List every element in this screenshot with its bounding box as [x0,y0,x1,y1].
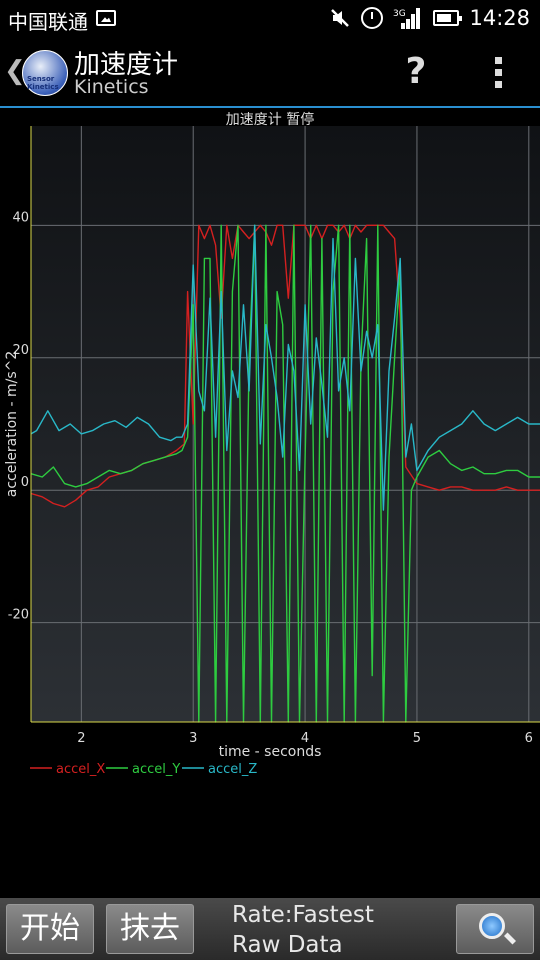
series-line-accel_Z [30,224,540,511]
action-bar-divider [0,106,540,108]
page-subtitle: Kinetics [74,76,149,98]
zoom-button[interactable] [456,904,534,954]
page-title: 加速度计 [74,50,179,80]
y-tick-label: -20 [8,608,29,623]
y-tick-label: 20 [12,343,29,358]
series-line-accel_Y [30,224,540,723]
y-tick-label: 0 [21,475,29,490]
carrier-name: 中国联通 [8,10,88,34]
series-lines [30,224,540,723]
back-chevron-icon[interactable]: ❮ [4,56,26,86]
start-button[interactable]: 开始 [6,904,94,954]
battery-icon [433,10,463,26]
x-tick-label: 5 [413,731,421,746]
mute-icon [331,9,350,27]
network-type: 3G [393,9,406,19]
signal-icon: 3G [393,8,421,29]
bottom-toolbar: 开始 抹去 Rate:Fastest Raw Data [0,898,540,960]
app-logo-icon[interactable]: Sensor Kinetics [22,50,68,96]
rate-label[interactable]: Rate:Fastest [232,902,374,928]
magnifier-icon [479,913,505,939]
x-axis-label: time - seconds [219,744,322,760]
axes: 2 3 4 5 6 40 20 0 -20 [8,126,540,746]
image-notification-icon [96,10,116,26]
help-button[interactable]: ? [405,51,427,92]
x-tick-label: 3 [189,731,197,746]
mode-label[interactable]: Raw Data [232,932,343,958]
plot-area [31,126,540,722]
action-bar: ❮ Sensor Kinetics 加速度计 Kinetics ? [0,38,540,106]
legend: accel_X accel_Y accel_Z [30,762,257,777]
status-bar: 中国联通 3G 14:28 [0,0,540,38]
legend-label-accel_X: accel_X [56,762,105,777]
x-tick-label: 2 [77,731,85,746]
alarm-icon [361,7,384,29]
accelerometer-chart[interactable]: 加速度计 暂停 2 3 4 5 6 40 20 0 -20 time - seconds acc… [0,108,540,790]
x-tick-label: 6 [525,731,533,746]
y-tick-label: 40 [12,210,29,225]
legend-label-accel_Z: accel_Z [208,762,257,777]
x-tick-label: 4 [301,731,309,746]
clock: 14:28 [469,6,530,30]
chart-title: 加速度计 暂停 [226,111,314,128]
overflow-menu-button[interactable] [486,52,510,96]
chart-svg: 加速度计 暂停 2 3 4 5 6 40 20 0 -20 time - seconds acc… [4,111,540,777]
legend-label-accel_Y: accel_Y [132,762,180,777]
y-axis-label: acceleration - m/s^2 [4,351,20,497]
app-logo-text: Sensor Kinetics [27,75,59,91]
erase-button[interactable]: 抹去 [106,904,194,954]
